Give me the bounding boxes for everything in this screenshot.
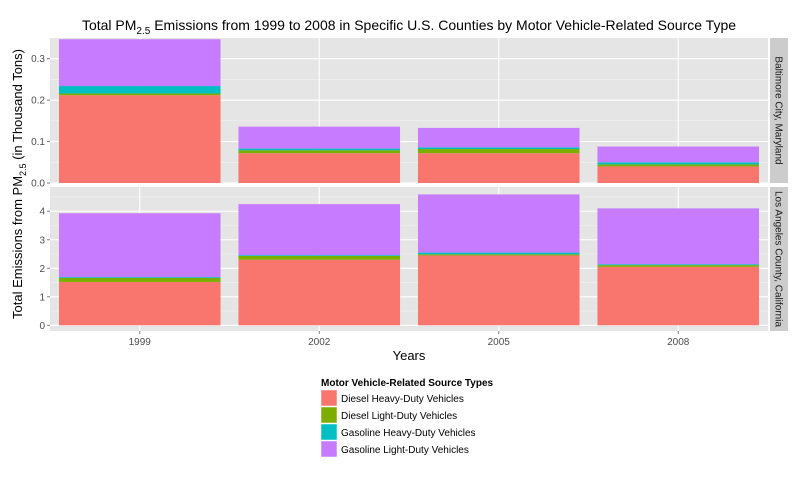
bar-segment-gasoline-light-duty-vehicles-2008 [597, 146, 760, 163]
legend-title: Motor Vehicle-Related Source Types [321, 378, 494, 389]
bar-segment-gasoline-light-duty-vehicles-2002 [238, 126, 401, 149]
facet-panel-baltimore-city-maryland: 0.0 0.1 0.2 0.3 Baltimore City, Maryland [31, 38, 788, 190]
legend-label-gasoline-heavy-duty-vehicles: Gasoline Heavy-Duty Vehicles [341, 428, 476, 439]
x-tick-label: 1999 [129, 337, 152, 348]
y-tick-label: 0.2 [31, 96, 45, 107]
y-axis-label-main: Total Emissions from PM [10, 176, 25, 319]
bar-segment-gasoline-light-duty-vehicles-2005 [417, 194, 580, 253]
chart-title-subscript: 2.5 [136, 26, 150, 37]
y-axis-label-rest: (in Thousand Tons) [10, 49, 25, 163]
bar-segment-gasoline-heavy-duty-vehicles-1999 [58, 277, 221, 278]
bar-segment-gasoline-light-duty-vehicles-2008 [597, 208, 760, 265]
bar-segment-gasoline-heavy-duty-vehicles-2002 [238, 255, 401, 257]
bar-segment-gasoline-light-duty-vehicles-2002 [238, 204, 401, 256]
y-tick-label: 4 [39, 207, 45, 218]
bar-segment-gasoline-light-duty-vehicles-1999 [58, 39, 221, 87]
bar-segment-diesel-light-duty-vehicles-2002 [238, 150, 401, 154]
chart-title: Total PM2.5 Emissions from 1999 to 2008 … [82, 17, 736, 37]
legend-key-gasoline-heavy-duty-vehicles [320, 423, 338, 441]
bar-segment-diesel-light-duty-vehicles-2005 [417, 254, 580, 256]
legend-label-diesel-light-duty-vehicles: Diesel Light-Duty Vehicles [341, 411, 457, 422]
y-tick-label: 0.1 [31, 137, 45, 148]
bar-segment-gasoline-heavy-duty-vehicles-2008 [597, 162, 760, 165]
chart-title-main: Total PM [82, 17, 136, 33]
bar-segment-diesel-heavy-duty-vehicles-2005 [417, 153, 580, 183]
bar-segment-diesel-light-duty-vehicles-1999 [58, 277, 221, 282]
legend-key-diesel-light-duty-vehicles [320, 406, 338, 424]
bar-segment-diesel-heavy-duty-vehicles-2002 [238, 153, 401, 183]
bar-segment-gasoline-light-duty-vehicles-2005 [417, 127, 580, 148]
bar-segment-diesel-light-duty-vehicles-2002 [238, 256, 401, 260]
facets-layer: 0.0 0.1 0.2 0.3 Baltimore City, Maryland 0 1 2 3… [31, 38, 788, 332]
bar-segment-gasoline-heavy-duty-vehicles-2002 [238, 148, 401, 151]
y-tick-label: 0.0 [31, 179, 45, 190]
bar-segment-diesel-heavy-duty-vehicles-2008 [597, 166, 760, 183]
bar-segment-gasoline-light-duty-vehicles-1999 [58, 213, 221, 278]
legend-key-gasoline-light-duty-vehicles [320, 440, 338, 458]
bar-segment-gasoline-heavy-duty-vehicles-2005 [417, 147, 580, 150]
y-tick-label: 0 [39, 321, 45, 332]
bar-segment-gasoline-heavy-duty-vehicles-2008 [597, 264, 760, 266]
bar-segment-gasoline-heavy-duty-vehicles-2005 [417, 252, 580, 255]
legend: Motor Vehicle-Related Source Types Diese… [320, 378, 494, 458]
facet-strip-label: Los Angeles County, California [773, 191, 784, 327]
y-tick-label: 0.3 [31, 54, 45, 65]
y-tick-label: 1 [39, 292, 45, 303]
bar-segment-diesel-heavy-duty-vehicles-1999 [58, 95, 221, 183]
facet-strip-label: Baltimore City, Maryland [773, 56, 784, 164]
bar-segment-diesel-light-duty-vehicles-1999 [58, 93, 221, 96]
bar-segment-diesel-heavy-duty-vehicles-1999 [58, 281, 221, 326]
bar-segment-gasoline-heavy-duty-vehicles-1999 [58, 86, 221, 94]
x-tick-label: 2002 [308, 337, 331, 348]
facet-strip [770, 38, 788, 183]
chart-title-rest: Emissions from 1999 to 2008 in Specific … [150, 17, 736, 33]
legend-items: Diesel Heavy-Duty Vehicles Diesel Light-D… [320, 389, 476, 458]
bar-segment-diesel-light-duty-vehicles-2005 [417, 149, 580, 154]
x-tick-label: 2005 [488, 337, 511, 348]
bar-segment-diesel-heavy-duty-vehicles-2008 [597, 266, 760, 326]
y-tick-label: 3 [39, 235, 45, 246]
x-tick-labels: 1999 2002 2005 2008 [129, 331, 690, 348]
y-axis-label-subscript: 2.5 [18, 163, 28, 176]
legend-key-diesel-heavy-duty-vehicles [320, 389, 338, 407]
legend-label-diesel-heavy-duty-vehicles: Diesel Heavy-Duty Vehicles [341, 394, 464, 405]
bar-segment-diesel-heavy-duty-vehicles-2005 [417, 255, 580, 326]
x-tick-label: 2008 [667, 337, 690, 348]
bar-segment-diesel-heavy-duty-vehicles-2002 [238, 259, 401, 326]
facet-strip [770, 187, 788, 331]
x-axis-label: Years [393, 348, 426, 363]
y-axis-label: Total Emissions from PM2.5 (in Thousand … [10, 49, 28, 319]
bar-segment-diesel-light-duty-vehicles-2008 [597, 265, 760, 267]
y-tick-label: 2 [39, 264, 45, 275]
bar-segment-diesel-light-duty-vehicles-2008 [597, 164, 760, 167]
facet-panel-los-angeles-county-california: 0 1 2 3 4 Los Angeles County, California [39, 187, 788, 332]
legend-label-gasoline-light-duty-vehicles: Gasoline Light-Duty Vehicles [341, 445, 469, 456]
